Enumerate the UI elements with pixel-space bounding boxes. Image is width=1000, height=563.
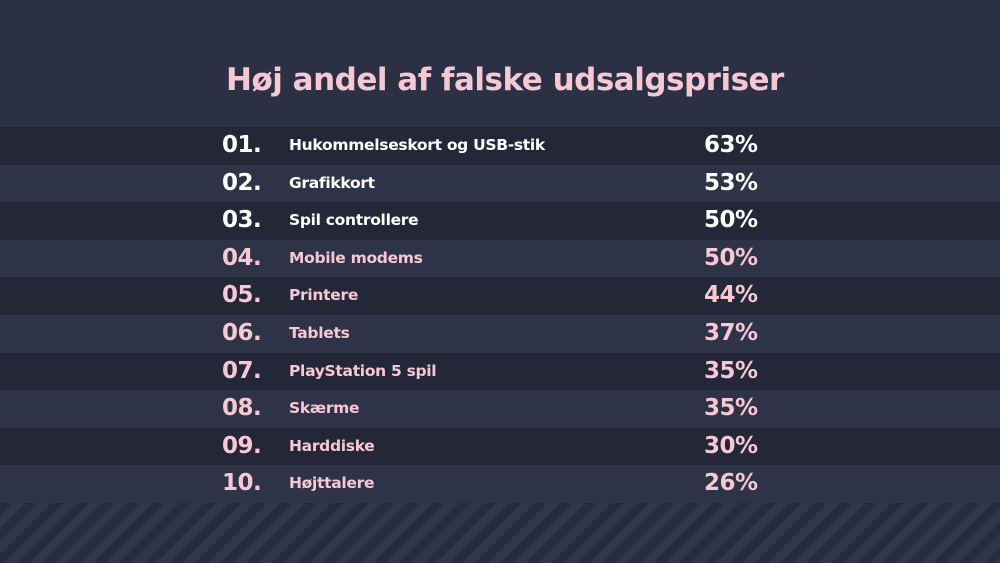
row-label: Spil controllere <box>289 211 419 230</box>
row-value: 37% <box>704 319 758 346</box>
row-value: 63% <box>704 132 758 158</box>
row-value: 35% <box>704 395 758 422</box>
row-rank: 03. <box>222 207 262 234</box>
table-row: 08. Skærme 35% <box>0 390 1000 428</box>
chart-title: Høj andel af falske udsalgspriser <box>226 62 784 98</box>
table-row: 01. Hukommelseskort og USB-stik 63% <box>0 127 1000 165</box>
row-rank: 02. <box>222 169 262 196</box>
row-rank: 07. <box>222 357 262 384</box>
row-label: PlayStation 5 spil <box>289 361 437 380</box>
row-value: 30% <box>704 432 758 459</box>
row-value: 53% <box>704 169 758 196</box>
table-row: 03. Spil controllere 50% <box>0 202 1000 240</box>
row-value: 44% <box>704 282 758 309</box>
row-label: Harddiske <box>289 436 375 455</box>
row-value: 26% <box>704 470 758 497</box>
table-row: 09. Harddiske 30% <box>0 427 1000 466</box>
row-label: Mobile modems <box>289 248 423 267</box>
table-row: 04. Mobile modems 50% <box>0 239 1000 278</box>
row-label: Tablets <box>289 323 350 342</box>
row-value: 50% <box>704 207 758 234</box>
row-value: 35% <box>704 357 758 384</box>
row-label: Skærme <box>289 399 360 418</box>
row-label: Grafikkort <box>289 173 375 192</box>
table-row: 02. Grafikkort 53% <box>0 164 1000 203</box>
row-value: 50% <box>704 244 758 271</box>
ranking-table: 01. Hukommelseskort og USB-stik 63% 02. Graf… <box>0 127 1000 503</box>
table-row: 07. PlayStation 5 spil 35% <box>0 352 1000 391</box>
table-row: 10. Højttalere 26% <box>0 465 1000 503</box>
row-rank: 04. <box>222 244 262 271</box>
row-label: Højttalere <box>289 474 375 493</box>
decorative-stripes <box>0 503 1000 563</box>
row-rank: 05. <box>222 282 262 309</box>
table-row: 05. Printere 44% <box>0 277 1000 315</box>
row-rank: 06. <box>222 319 262 346</box>
row-rank: 09. <box>222 432 262 459</box>
table-row: 06. Tablets 37% <box>0 314 1000 353</box>
row-rank: 01. <box>222 132 262 158</box>
row-rank: 08. <box>222 395 262 422</box>
row-label: Hukommelseskort og USB-stik <box>289 136 545 154</box>
row-rank: 10. <box>222 470 262 497</box>
row-label: Printere <box>289 286 359 305</box>
